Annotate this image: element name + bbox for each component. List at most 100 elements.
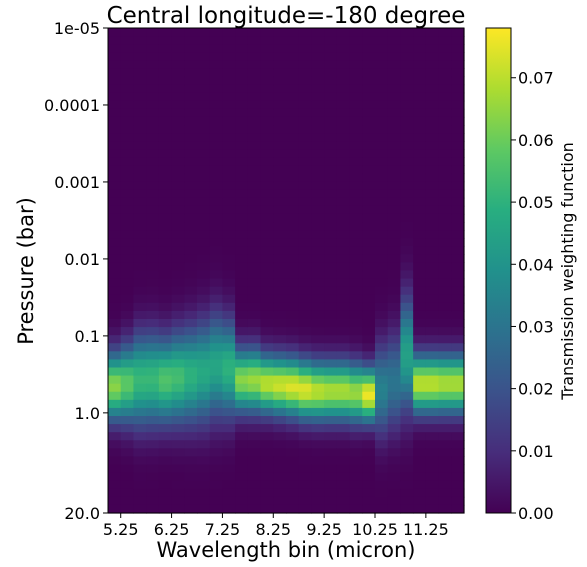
- heatmap-cell: [222, 254, 236, 264]
- heatmap-cell: [349, 351, 363, 361]
- heatmap-cell: [349, 173, 363, 183]
- heatmap-cell: [400, 488, 414, 498]
- heatmap-cell: [260, 205, 274, 215]
- heatmap-cell: [311, 181, 325, 191]
- heatmap-cell: [171, 165, 185, 175]
- heatmap-cell: [273, 391, 287, 401]
- heatmap-cell: [336, 238, 351, 247]
- heatmap-cell: [400, 278, 414, 288]
- heatmap-cell: [158, 68, 173, 78]
- heatmap-cell: [387, 36, 402, 45]
- heatmap-cell: [222, 222, 236, 231]
- heatmap-cell: [387, 262, 402, 272]
- heatmap-cell: [451, 254, 465, 264]
- heatmap-cell: [451, 432, 465, 441]
- heatmap-cell: [336, 222, 351, 231]
- heatmap-cell: [387, 480, 402, 490]
- heatmap-cell: [438, 44, 452, 53]
- heatmap-cell: [133, 294, 147, 304]
- heatmap-cell: [362, 213, 376, 223]
- heatmap-cell: [286, 141, 300, 150]
- heatmap-cell: [273, 76, 287, 86]
- heatmap-cell: [387, 68, 402, 78]
- heatmap-cell: [349, 165, 363, 175]
- heatmap-cell: [387, 254, 402, 264]
- heatmap-cells: [108, 28, 465, 514]
- heatmap-cell: [400, 327, 414, 336]
- heatmap-cell: [349, 189, 363, 199]
- heatmap-cell: [260, 230, 274, 239]
- heatmap-cell: [387, 165, 402, 175]
- heatmap-cell: [400, 440, 414, 449]
- heatmap-cell: [171, 391, 185, 401]
- heatmap-cell: [362, 246, 376, 255]
- heatmap-cell: [425, 480, 440, 490]
- heatmap-cell: [171, 407, 185, 417]
- heatmap-cell: [273, 262, 287, 272]
- heatmap-cell: [336, 52, 351, 61]
- heatmap-cell: [273, 181, 287, 191]
- heatmap-cell: [171, 375, 185, 385]
- heatmap-cell: [209, 84, 224, 94]
- heatmap-cell: [413, 28, 427, 37]
- heatmap-cell: [133, 197, 147, 207]
- heatmap-cell: [413, 464, 427, 474]
- heatmap-cell: [209, 108, 224, 118]
- heatmap-cell: [108, 504, 122, 514]
- heatmap-cell: [413, 310, 427, 320]
- x-tick-label: 6.25: [154, 520, 190, 539]
- heatmap-cell: [273, 44, 287, 53]
- heatmap-cell: [400, 141, 414, 150]
- heatmap-cell: [286, 302, 300, 312]
- heatmap-cell: [311, 496, 325, 506]
- heatmap-cell: [158, 149, 173, 158]
- heatmap-cell: [413, 60, 427, 70]
- heatmap-cell: [286, 472, 300, 482]
- heatmap-cell: [375, 472, 389, 482]
- heatmap-cell: [222, 116, 236, 126]
- heatmap-cell: [425, 197, 440, 207]
- heatmap-cell: [120, 496, 135, 506]
- heatmap-cell: [375, 76, 389, 86]
- heatmap-cell: [260, 294, 274, 304]
- heatmap-cell: [387, 205, 402, 215]
- heatmap-cell: [298, 391, 313, 401]
- heatmap-cell: [209, 448, 224, 458]
- heatmap-cell: [209, 343, 224, 352]
- heatmap-cell: [158, 238, 173, 247]
- heatmap-cell: [108, 319, 122, 328]
- heatmap-cell: [387, 327, 402, 336]
- heatmap-cell: [400, 343, 414, 352]
- heatmap-cell: [286, 68, 300, 78]
- heatmap-cell: [235, 44, 249, 53]
- heatmap-cell: [311, 416, 325, 425]
- heatmap-cell: [108, 205, 122, 215]
- heatmap-cell: [146, 28, 160, 37]
- heatmap-cell: [324, 343, 338, 352]
- heatmap-cell: [336, 205, 351, 215]
- heatmap-cell: [108, 197, 122, 207]
- heatmap-cell: [451, 36, 465, 45]
- heatmap-cell: [133, 375, 147, 385]
- heatmap-cell: [222, 407, 236, 417]
- heatmap-cell: [298, 222, 313, 231]
- heatmap-cell: [108, 424, 122, 433]
- heatmap-cell: [413, 189, 427, 199]
- heatmap-cell: [438, 149, 452, 158]
- heatmap-cell: [235, 383, 249, 393]
- heatmap-cell: [286, 100, 300, 110]
- heatmap-cell: [387, 310, 402, 320]
- heatmap-cell: [260, 141, 274, 150]
- heatmap-cell: [209, 294, 224, 304]
- heatmap-cell: [375, 335, 389, 344]
- heatmap-cell: [298, 84, 313, 94]
- heatmap-cell: [451, 262, 465, 272]
- y-axis-label: Pressure (bar): [14, 197, 38, 345]
- heatmap-cell: [286, 440, 300, 449]
- heatmap-cell: [298, 440, 313, 449]
- heatmap-cell: [108, 222, 122, 231]
- heatmap-cell: [298, 286, 313, 296]
- heatmap-cell: [349, 310, 363, 320]
- heatmap-cell: [197, 92, 211, 102]
- heatmap-cell: [362, 222, 376, 231]
